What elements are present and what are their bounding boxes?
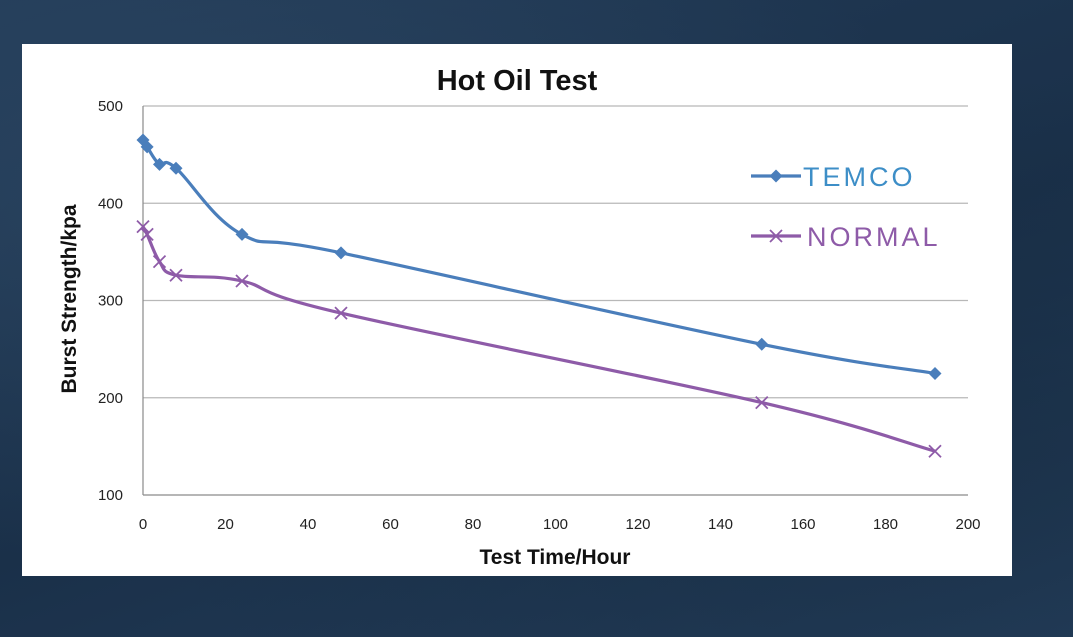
point-temco-3 xyxy=(169,161,183,175)
point-temco-4 xyxy=(235,227,249,241)
legend-marker-normal xyxy=(769,229,783,243)
point-normal-2-stroke-b xyxy=(152,254,167,269)
chart-title: Hot Oil Test xyxy=(437,65,598,97)
legend-label-temco: TEMCO xyxy=(803,162,916,192)
series-lines xyxy=(136,133,942,458)
point-normal-0-stroke-b xyxy=(136,219,150,234)
point-temco-6 xyxy=(755,337,769,351)
x-tick-label-200: 200 xyxy=(955,516,980,533)
series-line-normal xyxy=(141,225,936,453)
point-normal-7-stroke-b xyxy=(928,444,942,458)
y-tick-label-200: 200 xyxy=(98,390,123,407)
point-normal-0 xyxy=(136,219,150,234)
x-tick-label-100: 100 xyxy=(543,516,568,533)
point-normal-7 xyxy=(928,444,942,458)
x-tick-label-20: 20 xyxy=(217,516,234,533)
gridlines xyxy=(143,105,968,399)
axes xyxy=(142,106,968,496)
point-normal-6-stroke-b xyxy=(755,395,769,410)
y-axis-title: Burst Strength/kpa xyxy=(58,204,81,393)
point-normal-1 xyxy=(140,227,154,242)
point-temco-1 xyxy=(140,140,154,154)
point-temco-5 xyxy=(334,246,348,260)
x-tick-label-40: 40 xyxy=(300,516,317,533)
point-normal-3 xyxy=(169,268,183,282)
x-tick-label-160: 160 xyxy=(790,516,815,533)
point-temco-0 xyxy=(136,133,150,147)
point-normal-2 xyxy=(152,254,167,269)
x-tick-label-60: 60 xyxy=(382,516,399,533)
point-normal-4 xyxy=(235,274,249,288)
point-temco-2 xyxy=(153,157,166,171)
point-normal-1-stroke-b xyxy=(140,227,154,242)
x-tick-label-140: 140 xyxy=(708,516,733,533)
y-tick-label-100: 100 xyxy=(98,487,123,504)
legend: TEMCO NORMAL xyxy=(751,162,941,252)
point-normal-3-stroke-b xyxy=(169,268,183,282)
point-normal-5-stroke-b xyxy=(334,306,348,320)
legend-label-normal: NORMAL xyxy=(807,222,941,252)
point-normal-6 xyxy=(755,395,769,410)
y-tick-label-400: 400 xyxy=(98,195,123,212)
y-tick-label-300: 300 xyxy=(98,293,123,310)
legend-marker-normal-stroke-b xyxy=(769,229,783,243)
y-tick-label-500: 500 xyxy=(98,98,123,115)
point-normal-5 xyxy=(334,306,348,320)
legend-marker-temco xyxy=(769,169,783,183)
chart-panel: Hot Oil Test 100 200 300 400 500 0 20 40 60 80 100… xyxy=(22,44,1012,576)
tick-labels: 100 200 300 400 500 0 20 40 60 80 100 120 140 160 180 2… xyxy=(98,98,981,533)
x-tick-label-80: 80 xyxy=(465,516,482,533)
x-axis-title: Test Time/Hour xyxy=(480,546,631,569)
x-tick-label-0: 0 xyxy=(139,516,147,533)
x-tick-label-180: 180 xyxy=(873,516,898,533)
point-normal-4-stroke-b xyxy=(235,274,249,288)
point-temco-7 xyxy=(928,366,942,380)
x-tick-label-120: 120 xyxy=(625,516,650,533)
